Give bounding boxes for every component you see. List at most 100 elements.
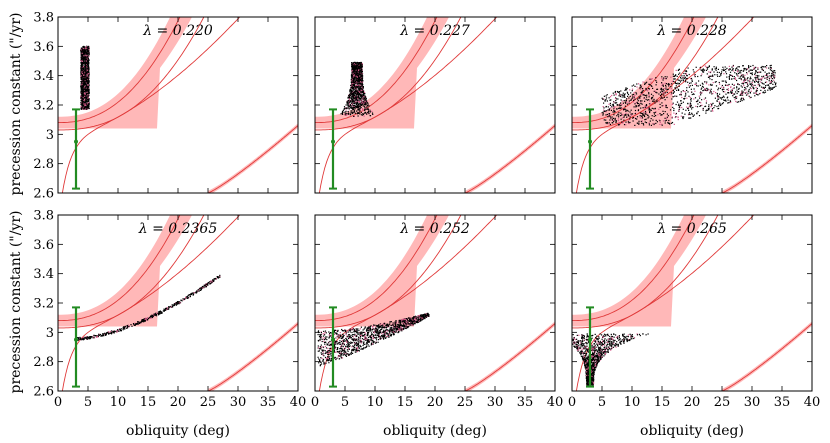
x-axis-label-left: obliquity (deg) (126, 423, 230, 439)
error-bar-point (74, 337, 78, 342)
simulation-points (317, 312, 430, 367)
x-tick-label: 15 (397, 395, 414, 410)
model-band-lower (722, 321, 812, 391)
panel-label: λ = 0.227 (399, 23, 470, 39)
model-curve-b (58, 215, 205, 329)
model-curve-lower (721, 125, 812, 193)
x-tick-label: 5 (341, 395, 349, 410)
model-curve-b (572, 215, 719, 329)
error-bar-point (74, 139, 78, 144)
x-tick-label: 5 (598, 395, 606, 410)
y-tick-label: 2.6 (33, 385, 54, 400)
model-curve-lower (464, 125, 555, 193)
simulation-points (75, 274, 221, 341)
x-tick-label: 30 (744, 395, 761, 410)
x-tick-label: 15 (140, 395, 157, 410)
y-tick-label: 3.2 (33, 297, 54, 312)
y-tick-label: 3.6 (33, 238, 54, 253)
panel-3: λ = 0.228 (571, 16, 813, 194)
x-tick-label: 20 (170, 395, 187, 410)
y-tick-label: 3.4 (33, 267, 54, 282)
x-tick-label: 25 (457, 395, 474, 410)
model-band-lower (465, 321, 555, 391)
model-curve-mid (572, 215, 695, 322)
panel-label: λ = 0.2365 (138, 221, 218, 237)
simulation-points (601, 64, 777, 126)
error-bar (72, 306, 80, 388)
panel-label: λ = 0.220 (142, 23, 213, 39)
plot-frame (571, 214, 813, 392)
panels: 2.6 2.8 3 3.2 3.4 3.6 3.8 λ = 0.220 λ = 0.227 λ =… (33, 11, 821, 411)
model-band (58, 17, 192, 129)
model-band-lower (208, 123, 298, 193)
error-bar-point (331, 139, 335, 144)
panel-6: 0 5 10 15 20 25 30 35 40 λ = 0.265 (568, 214, 821, 410)
model-band-lower (465, 123, 555, 193)
plot-area (58, 215, 298, 391)
panel-5: 0 5 10 15 20 25 30 35 40 λ = 0.252 (311, 214, 564, 410)
panel-4: 0 5 10 15 20 25 30 35 40 2.6 2.8 3 3.2 3.4 3.6 3.8 λ = 0… (33, 209, 307, 411)
y-tick-label: 3.8 (33, 209, 54, 224)
model-curve-b (315, 17, 462, 131)
model-band (315, 215, 449, 327)
model-curve-a (318, 17, 498, 193)
x-tick-label: 35 (260, 395, 277, 410)
error-bar-point (588, 337, 592, 342)
x-tick-label: 5 (84, 395, 92, 410)
plot-area (572, 17, 812, 193)
x-tick-label: 10 (367, 395, 384, 410)
x-axis-label-middle: obliquity (deg) (383, 423, 487, 439)
x-tick-label: 0 (568, 395, 576, 410)
model-curve-a (575, 17, 755, 193)
model-curve-lower (207, 125, 298, 193)
error-bar (586, 108, 594, 190)
error-bar (72, 108, 80, 190)
model-curve-b (315, 215, 462, 329)
error-bar (586, 306, 594, 388)
y-tick-label: 2.6 (33, 187, 54, 202)
plot-area (572, 215, 812, 391)
x-tick-label: 35 (517, 395, 534, 410)
y-tick-label: 3.4 (33, 69, 54, 84)
panel-label: λ = 0.252 (399, 221, 470, 237)
x-tick-label: 15 (654, 395, 671, 410)
y-axis-label-bottom: precession constant ("/yr) (8, 210, 24, 393)
x-tick-label: 30 (230, 395, 247, 410)
model-band (58, 215, 192, 327)
model-band-lower (722, 123, 812, 193)
panel-label: λ = 0.265 (656, 221, 727, 237)
y-tick-label: 3 (46, 326, 54, 341)
model-curve-b (572, 17, 719, 131)
x-tick-label: 40 (804, 395, 821, 410)
model-curve-lower (207, 323, 298, 391)
y-tick-label: 3.2 (33, 99, 54, 114)
y-tick-label: 3.6 (33, 40, 54, 55)
x-tick-label: 20 (427, 395, 444, 410)
y-tick-label: 3 (46, 128, 54, 143)
plot-area (315, 215, 555, 391)
panel-1: 2.6 2.8 3 3.2 3.4 3.6 3.8 λ = 0.220 (33, 11, 299, 202)
x-tick-label: 25 (200, 395, 217, 410)
y-tick-label: 3.8 (33, 11, 54, 26)
error-bar (329, 306, 337, 388)
model-band (572, 17, 706, 129)
model-band-lower (208, 321, 298, 391)
x-tick-label: 0 (54, 395, 62, 410)
model-curve-b (58, 17, 205, 131)
model-curve-mid (315, 215, 438, 322)
x-tick-label: 0 (311, 395, 319, 410)
error-bar-point (588, 139, 592, 144)
plot-frame (314, 214, 556, 392)
panel-label: λ = 0.228 (656, 23, 727, 39)
model-band (315, 17, 449, 129)
model-curve-a (575, 215, 755, 391)
plot-area (315, 17, 555, 193)
plot-frame (571, 16, 813, 194)
x-tick-label: 40 (547, 395, 564, 410)
model-curve-lower (721, 323, 812, 391)
error-bar-point (331, 337, 335, 342)
error-bar (329, 108, 337, 190)
x-tick-label: 40 (290, 395, 307, 410)
x-tick-label: 10 (110, 395, 127, 410)
